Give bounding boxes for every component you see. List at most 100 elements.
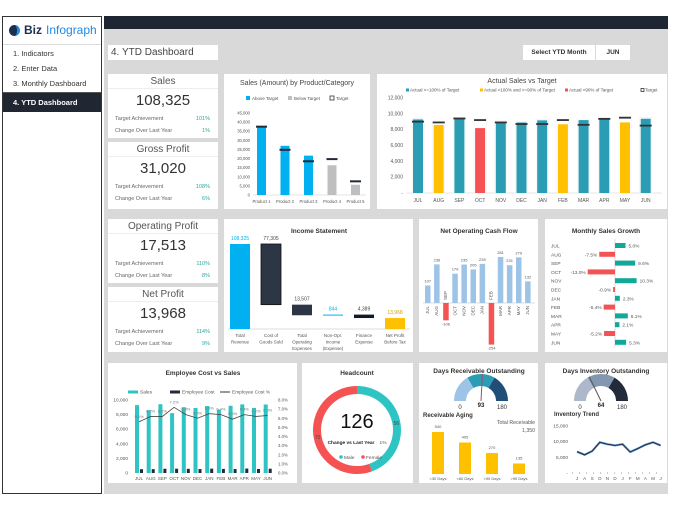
legend-label: Employee Cost % — [232, 390, 271, 396]
target-marker — [412, 120, 424, 123]
select-ytd-month-label: Select YTD Month — [523, 45, 595, 60]
x-tick-label: J — [659, 476, 661, 481]
pct-label: 6.4% — [181, 407, 191, 412]
x-tick-label: NOV — [495, 198, 507, 204]
sales-bar — [252, 407, 256, 473]
kpi-label: Target Achievement — [115, 116, 164, 122]
target-marker — [474, 119, 487, 121]
legend-label: Actual <90% of Target — [569, 88, 614, 93]
sales-bar — [228, 405, 233, 473]
x-tick-label: Goods Sold — [259, 340, 283, 345]
x-tick-label: DEC — [516, 198, 527, 204]
target-marker — [494, 121, 507, 124]
gauge-min: 0 — [578, 405, 582, 411]
legend-label: Employee Cost — [182, 390, 215, 396]
gauge-min: 0 — [458, 405, 462, 411]
kpi-label: Change Over Last Year — [115, 196, 173, 202]
data-label: 179 — [452, 267, 459, 272]
data-label: 231 — [506, 258, 513, 263]
y-tick-label: 45,000 — [237, 111, 250, 116]
actual-bar — [537, 120, 548, 193]
data-label: -5.2% — [590, 332, 603, 338]
sales-bar — [263, 404, 268, 473]
x-tick-label: DEC — [193, 476, 203, 481]
pct-label: 5.6% — [134, 414, 144, 419]
data-label: 235 — [461, 258, 468, 263]
employee-cost-bar — [257, 468, 260, 473]
cash-flow-chart: Net Operating Cash Flow 107 JUL 236 AUG-106 S… — [419, 219, 538, 352]
y-tick-label: 20,000 — [237, 156, 250, 161]
growth-bar — [615, 278, 637, 284]
ytd-month-select[interactable]: JUN — [596, 45, 630, 60]
y-tick-label: 10,000 — [113, 398, 128, 404]
employee-cost-bar — [221, 468, 225, 473]
kpi-change: 1% — [202, 128, 210, 134]
x-tick-label: JUN — [641, 198, 651, 204]
legend-swatch — [339, 455, 343, 459]
sidebar-item-indicators[interactable]: 1. Indicators — [13, 49, 54, 58]
target-marker — [432, 121, 445, 124]
x-tick-label: Operating — [292, 340, 312, 345]
sidebar-item-monthly-dashboard[interactable]: 3. Monthly Dashboard — [13, 79, 87, 88]
gauge-segment — [467, 374, 495, 389]
target-marker — [577, 123, 590, 126]
data-label: 132 — [525, 274, 532, 279]
target-marker — [453, 117, 466, 120]
target-marker — [556, 119, 569, 121]
growth-bar — [615, 313, 628, 319]
chart-title: Receivable Aging — [423, 413, 473, 419]
kpi-value: 31,020 — [140, 160, 186, 177]
employee-cost-pct-line — [138, 406, 268, 423]
data-label: -106 — [442, 321, 451, 326]
kpi-target-achievement: 114% — [196, 329, 210, 335]
sales-bar — [193, 407, 198, 473]
sidebar-item-ytd-dashboard[interactable]: 4. YTD Dashboard — [3, 92, 101, 112]
y2-tick-label: 0.0% — [278, 471, 288, 476]
growth-bar — [604, 331, 615, 336]
kpi-value: 108,325 — [135, 92, 191, 109]
y-tick-label: 30,000 — [237, 138, 250, 143]
x-tick-label: S — [591, 476, 594, 481]
x-tick-label: Before Tax — [384, 340, 406, 345]
y-tick-label: AUG — [551, 252, 562, 258]
employee-cost-bar — [140, 469, 143, 473]
x-tick-label: <60 Days — [456, 476, 473, 481]
sidebar-divider — [3, 44, 101, 45]
waterfall-bar — [292, 304, 312, 316]
chart-title: Income Statement — [291, 228, 348, 235]
waterfall-bar — [260, 243, 282, 306]
waterfall-bar — [385, 318, 405, 329]
x-tick-label: Revenue — [231, 340, 250, 345]
target-marker — [619, 116, 631, 119]
headcount-chart: Headcount 56 70 126 Change vs Last Year 1% Mal… — [302, 363, 413, 483]
target-marker — [536, 123, 549, 125]
x-tick-label: SEP — [158, 476, 167, 481]
chart-title: Monthly Sales Growth — [572, 228, 640, 235]
actual-bar — [599, 118, 610, 193]
employee-cost-bar — [151, 469, 155, 473]
sidebar-item-enter-data[interactable]: 2. Enter Data — [13, 64, 58, 73]
actual-bar — [413, 119, 423, 193]
x-tick-label: FEB — [489, 291, 494, 300]
data-label: 279 — [515, 250, 522, 255]
actual-vs-target-chart: Actual Sales vs Target Actual >=100% of T… — [377, 74, 667, 209]
employee-cost-bar — [163, 468, 167, 473]
data-label: 281 — [497, 250, 504, 255]
kpi-column-1: Sales 108,325 Target Achievement 101% Cha… — [108, 74, 218, 209]
legend-label: Male — [344, 455, 355, 461]
x-tick-label: AUG — [433, 198, 444, 204]
brand-name: Biz — [24, 23, 42, 37]
kpi-title: Gross Profit — [108, 142, 218, 157]
gauge-segment — [488, 377, 508, 401]
y-tick-label: 10,000 — [388, 111, 404, 117]
x-tick-label: SEP — [443, 291, 448, 300]
y-tick-label: 5,000 — [556, 455, 568, 461]
x-tick-label: Non-Opr. — [324, 333, 342, 338]
product-bar — [327, 165, 337, 195]
employee-cost-bar — [245, 468, 249, 473]
pct-label: 6.2% — [158, 408, 168, 413]
employee-cost-chart: Employee Cost vs Sales Sales Employee Cost… — [108, 363, 297, 483]
actual-bar — [495, 121, 506, 193]
data-label: 6.1% — [631, 314, 643, 320]
x-tick-label: Product 5 — [347, 199, 366, 204]
